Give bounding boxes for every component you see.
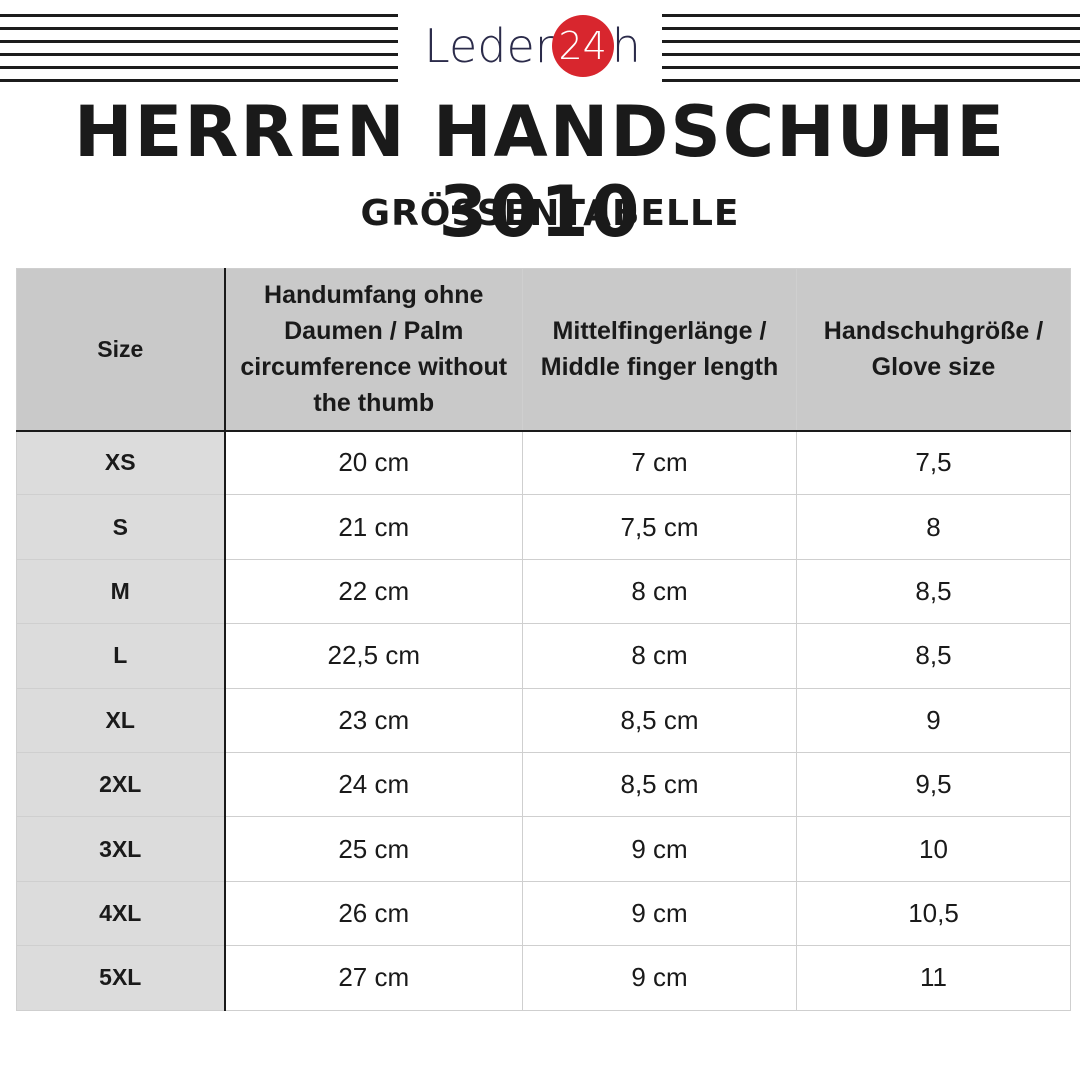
finger-length-cell: 8,5 cm [522,751,797,818]
logo-circle: 24 [551,15,614,77]
column-header-finger: Mittelfingerlänge / Middle finger length [522,268,797,431]
table-row: 4XL 26 cm 9 cm 10,5 [16,880,1071,947]
size-cell: 4XL [16,880,226,947]
logo-text: Leder [424,19,554,73]
column-header-size: Size [16,268,226,431]
size-cell: L [16,623,226,689]
glove-size-cell: 8,5 [796,558,1071,625]
logo-number: 24 [558,24,607,68]
size-cell: 2XL [16,751,226,818]
size-cell: M [16,558,226,625]
palm-circumference-cell: 26 cm [224,880,523,947]
palm-circumference-cell: 20 cm [224,429,523,496]
palm-circumference-cell: 25 cm [224,816,523,882]
size-cell: 5XL [16,945,226,1011]
table-row: XS 20 cm 7 cm 7,5 [16,429,1071,496]
brand-logo[interactable]: Leder 24 h [410,6,655,86]
palm-circumference-cell: 22,5 cm [224,623,523,689]
size-cell: XS [16,429,226,496]
column-header-glove: Handschuhgröße / Glove size [796,268,1071,431]
page-title: HERREN HANDSCHUHE 3010 [73,91,1007,253]
palm-circumference-cell: 23 cm [224,687,523,753]
table-row: XL 23 cm 8,5 cm 9 [16,687,1071,753]
table-row: 3XL 25 cm 9 cm 10 [16,816,1071,882]
table-row: 5XL 27 cm 9 cm 11 [16,945,1071,1011]
column-header-palm: Handumfang ohne Daumen / Palm circumfere… [224,268,523,431]
table-header: Size Handumfang ohne Daumen / Palm circu… [16,268,1071,431]
palm-circumference-cell: 24 cm [224,751,523,818]
glove-size-cell: 9,5 [796,751,1071,818]
glove-size-cell: 8,5 [796,623,1071,689]
finger-length-cell: 9 cm [522,880,797,947]
size-table: Size Handumfang ohne Daumen / Palm circu… [16,268,1071,1011]
glove-size-cell: 7,5 [796,429,1071,496]
glove-size-cell: 8 [796,494,1071,560]
finger-length-cell: 9 cm [522,816,797,882]
logo-suffix: h [611,19,641,73]
header-row: Size Handumfang ohne Daumen / Palm circu… [16,268,1071,431]
glove-size-cell: 10,5 [796,880,1071,947]
page-subtitle: GRÖSSENTABELLE [360,193,740,234]
size-cell: 3XL [16,816,226,882]
finger-length-cell: 8,5 cm [522,687,797,753]
finger-length-cell: 8 cm [522,558,797,625]
glove-size-cell: 10 [796,816,1071,882]
table-row: 2XL 24 cm 8,5 cm 9,5 [16,751,1071,818]
palm-circumference-cell: 22 cm [224,558,523,625]
size-cell: S [16,494,226,560]
finger-length-cell: 8 cm [522,623,797,689]
palm-circumference-cell: 21 cm [224,494,523,560]
finger-length-cell: 7 cm [522,429,797,496]
table-row: M 22 cm 8 cm 8,5 [16,558,1071,625]
finger-length-cell: 9 cm [522,945,797,1011]
size-cell: XL [16,687,226,753]
table-row: S 21 cm 7,5 cm 8 [16,494,1071,560]
finger-length-cell: 7,5 cm [522,494,797,560]
header: Leder 24 h [0,0,1080,92]
table-row: L 22,5 cm 8 cm 8,5 [16,623,1071,689]
size-table-container: Size Handumfang ohne Daumen / Palm circu… [16,268,1071,1011]
glove-size-cell: 11 [796,945,1071,1011]
palm-circumference-cell: 27 cm [224,945,523,1011]
decorative-stripes-right [662,14,1080,82]
glove-size-cell: 9 [796,687,1071,753]
table-body: XS 20 cm 7 cm 7,5 S 21 cm 7,5 cm 8 M 22 cm 8 cm 8,5… [16,429,1071,1011]
decorative-stripes-left [0,14,398,82]
